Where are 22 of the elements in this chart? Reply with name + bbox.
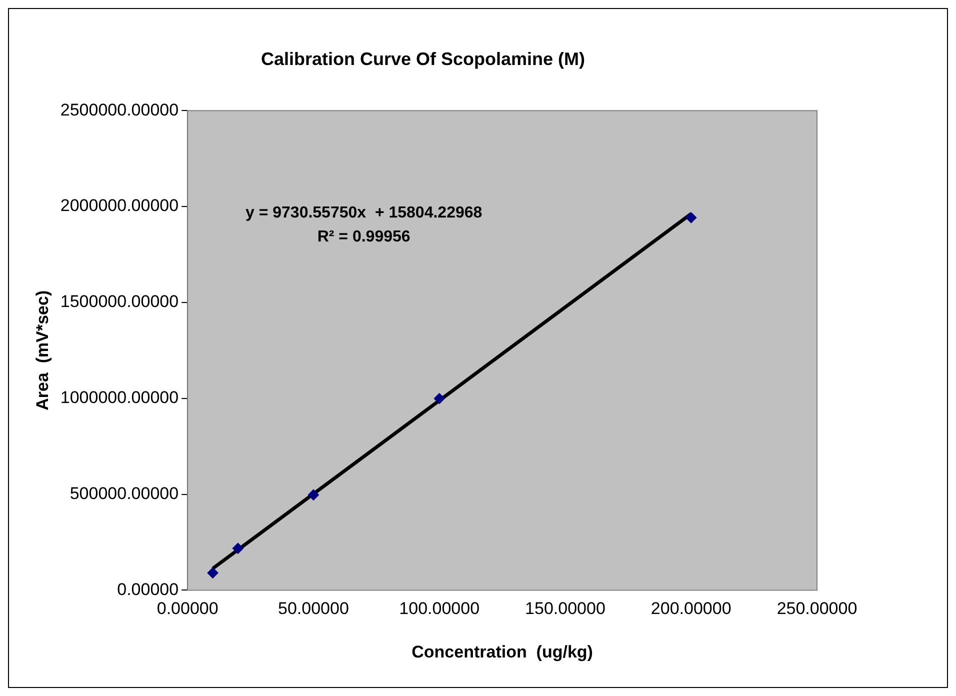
point — [207, 567, 218, 578]
x-tick-label: 250.00000 — [776, 599, 858, 618]
x-axis-title: Concentration (ug/kg) — [412, 642, 593, 662]
x-tick-label: 50.00000 — [278, 599, 349, 618]
point — [434, 393, 445, 404]
y-tick-label: 1500000.00000 — [60, 292, 179, 312]
annotation: y = 9730.55750x + 15804.22968 — [245, 204, 482, 222]
y-tick-label: 500000.00000 — [70, 484, 179, 503]
y-tick-label: 2500000.00000 — [60, 100, 179, 120]
chart-title: Calibration Curve Of Scopolamine (M) — [260, 48, 586, 69]
y-tick-label: 1000000.00000 — [60, 388, 179, 408]
y-tick-label: 2000000.00000 — [60, 196, 179, 216]
x-tick-label: 150.00000 — [525, 599, 606, 618]
x-tick-label: 200.00000 — [650, 599, 732, 618]
x-tick-label: 0.00000 — [156, 599, 218, 618]
x-tick-label: 100.00000 — [399, 599, 480, 618]
point — [232, 542, 244, 554]
y-tick-label: 0.00000 — [117, 580, 179, 599]
point — [308, 489, 319, 500]
annotation: R² = 0.99956 — [317, 228, 410, 246]
y-axis-title: Area (mV*sec) — [32, 290, 52, 410]
point — [686, 212, 697, 224]
